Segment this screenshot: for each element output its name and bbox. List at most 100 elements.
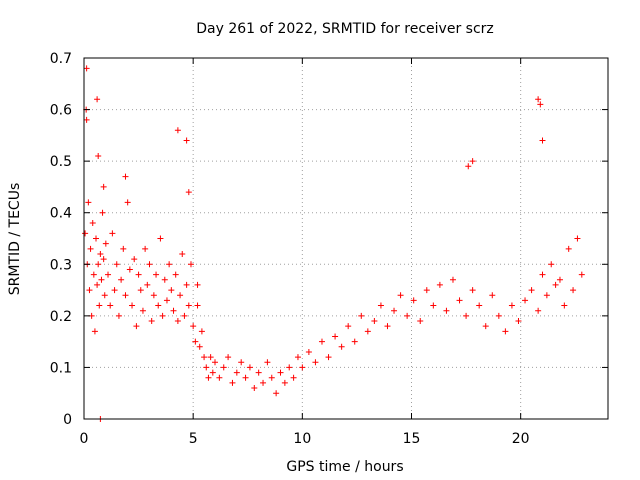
data-point xyxy=(101,292,108,299)
data-point xyxy=(142,245,149,252)
data-point xyxy=(264,359,271,366)
data-point xyxy=(238,359,245,366)
data-point xyxy=(556,276,563,283)
data-point xyxy=(166,261,173,268)
data-point xyxy=(299,364,306,371)
data-point xyxy=(144,281,151,288)
y-tick-label: 0.7 xyxy=(50,51,72,67)
data-point xyxy=(174,318,181,325)
plot-frame xyxy=(83,57,609,420)
data-point xyxy=(87,245,94,252)
axis-ticks xyxy=(83,57,608,420)
data-point xyxy=(163,297,170,304)
data-point xyxy=(469,158,476,165)
data-point xyxy=(181,312,188,319)
data-point xyxy=(203,364,210,371)
data-point xyxy=(397,292,404,299)
data-point xyxy=(543,292,550,299)
data-point xyxy=(111,287,118,294)
data-point xyxy=(122,173,129,180)
data-point xyxy=(273,390,280,397)
data-point xyxy=(570,287,577,294)
data-point xyxy=(436,281,443,288)
data-point xyxy=(508,302,515,309)
data-point xyxy=(100,183,107,190)
data-point xyxy=(179,250,186,257)
data-point xyxy=(225,354,232,361)
data-point xyxy=(190,323,197,330)
data-point xyxy=(122,292,129,299)
data-point xyxy=(113,261,120,268)
data-point xyxy=(146,261,153,268)
data-point xyxy=(85,199,92,206)
data-point xyxy=(205,374,212,381)
data-point xyxy=(135,271,142,278)
data-point xyxy=(137,287,144,294)
data-point xyxy=(345,323,352,330)
data-point xyxy=(212,359,218,366)
data-point xyxy=(277,369,284,376)
data-point xyxy=(118,276,125,283)
data-point xyxy=(290,374,297,381)
data-point xyxy=(561,302,568,309)
data-point xyxy=(358,312,365,319)
data-point xyxy=(220,364,227,371)
data-point xyxy=(194,281,201,288)
data-point xyxy=(281,379,288,386)
data-point xyxy=(255,369,262,376)
data-point xyxy=(194,302,201,309)
data-point xyxy=(502,328,509,335)
data-point xyxy=(417,318,424,325)
data-point xyxy=(157,235,164,242)
data-point xyxy=(161,276,168,283)
data-point xyxy=(246,364,253,371)
data-point xyxy=(528,287,535,294)
data-point xyxy=(410,297,417,304)
data-point xyxy=(86,287,93,294)
data-point xyxy=(83,65,90,72)
chart-title: Day 261 of 2022, SRMTID for receiver scr… xyxy=(196,21,494,37)
data-point xyxy=(177,292,184,299)
data-point xyxy=(185,189,192,196)
data-point xyxy=(99,209,106,216)
data-point xyxy=(495,312,502,319)
data-point xyxy=(465,163,472,170)
data-point xyxy=(126,266,133,273)
data-point xyxy=(242,374,249,381)
data-point xyxy=(172,271,179,278)
data-point xyxy=(332,333,339,340)
data-point xyxy=(312,359,319,366)
tick-labels: 0 5 10 15 20 0 0.1 0.2 0.3 0.4 0.5 0.6 0.7 xyxy=(50,51,530,447)
x-tick-label: 5 xyxy=(189,431,198,447)
data-point xyxy=(535,96,542,103)
data-point xyxy=(107,302,114,309)
data-point xyxy=(216,374,223,381)
data-point xyxy=(565,245,572,252)
data-point xyxy=(95,261,102,268)
x-tick-label: 15 xyxy=(403,431,421,447)
data-point xyxy=(139,307,146,314)
data-point xyxy=(338,343,345,350)
data-point xyxy=(209,369,216,376)
data-point xyxy=(115,312,122,319)
data-point xyxy=(187,261,194,268)
data-point xyxy=(456,297,463,304)
data-point xyxy=(196,343,203,350)
data-point xyxy=(377,302,384,309)
data-point xyxy=(476,302,483,309)
data-point xyxy=(131,256,138,263)
data-point xyxy=(100,256,107,263)
data-point xyxy=(229,379,236,386)
data-point xyxy=(183,281,190,288)
data-point xyxy=(384,323,391,330)
data-point xyxy=(539,137,546,144)
y-tick-label: 0.5 xyxy=(50,154,72,170)
data-point xyxy=(89,220,96,227)
y-tick-label: 0.4 xyxy=(50,206,72,222)
data-point xyxy=(97,250,104,257)
data-point xyxy=(159,312,166,319)
data-point xyxy=(574,235,581,242)
data-point xyxy=(148,318,155,325)
data-point xyxy=(286,364,293,371)
